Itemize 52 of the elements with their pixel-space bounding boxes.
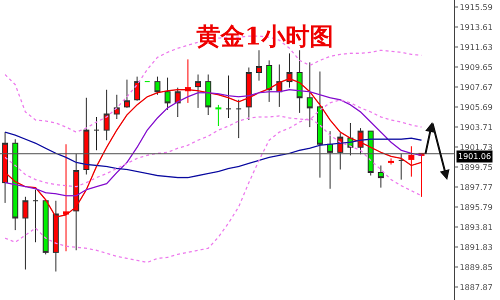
candlestick <box>398 152 404 180</box>
text: 黄金1小时图 <box>196 21 334 50</box>
line-series <box>4 78 422 218</box>
candlestick <box>22 196 28 270</box>
candlestick <box>114 94 120 120</box>
candlestick <box>236 99 242 139</box>
candlestick <box>104 89 110 141</box>
candlestick <box>215 104 222 127</box>
y-tick-label: 1913.61 <box>460 22 493 32</box>
y-tick-label: 1909.65 <box>460 62 493 72</box>
candlestick <box>134 76 140 102</box>
candlestick <box>124 79 130 108</box>
candlestick <box>32 189 39 243</box>
candlestick <box>2 132 8 204</box>
candlestick <box>73 152 80 251</box>
y-tick-label: 1895.79 <box>460 202 493 212</box>
candlestick <box>246 66 252 120</box>
candlestick <box>195 74 202 108</box>
candlestick <box>164 77 171 110</box>
y-tick-label: 1891.83 <box>460 242 493 252</box>
y-tick-label: 1893.81 <box>460 222 493 232</box>
line-series <box>4 89 422 196</box>
candlestick <box>83 97 90 176</box>
candlestick <box>205 74 212 116</box>
candlestick <box>94 116 100 151</box>
y-tick-label: 1901.73 <box>460 142 493 152</box>
line-series <box>4 131 422 178</box>
candlestick <box>174 87 181 118</box>
candlestick <box>52 200 59 272</box>
y-tick-label: 1907.67 <box>460 82 493 92</box>
candlestick <box>327 130 334 190</box>
y-tick-label: 1903.71 <box>460 122 493 132</box>
candlestick <box>256 50 262 82</box>
candlestick <box>378 164 384 188</box>
y-tick-label: 1887.87 <box>460 282 493 292</box>
candlestick <box>388 158 394 165</box>
candlestick <box>266 60 272 102</box>
candlestick <box>226 75 232 118</box>
candlestick <box>296 50 303 114</box>
candlestick <box>316 71 323 178</box>
y-tick-label: 1911.63 <box>460 42 493 52</box>
y-tick-label: 1899.75 <box>460 162 493 172</box>
candlestick <box>154 76 160 96</box>
y-tick-label: 1915.59 <box>460 2 493 12</box>
candlestick <box>42 199 49 255</box>
y-tick-label: 1897.77 <box>460 182 493 192</box>
ref-line-label: 1901.06 <box>458 152 492 161</box>
candlestick <box>63 144 70 252</box>
y-tick-label: 1905.69 <box>460 102 493 112</box>
candlestick <box>408 146 414 178</box>
y-tick-label: 1889.85 <box>460 262 493 272</box>
candlestick <box>306 62 313 128</box>
